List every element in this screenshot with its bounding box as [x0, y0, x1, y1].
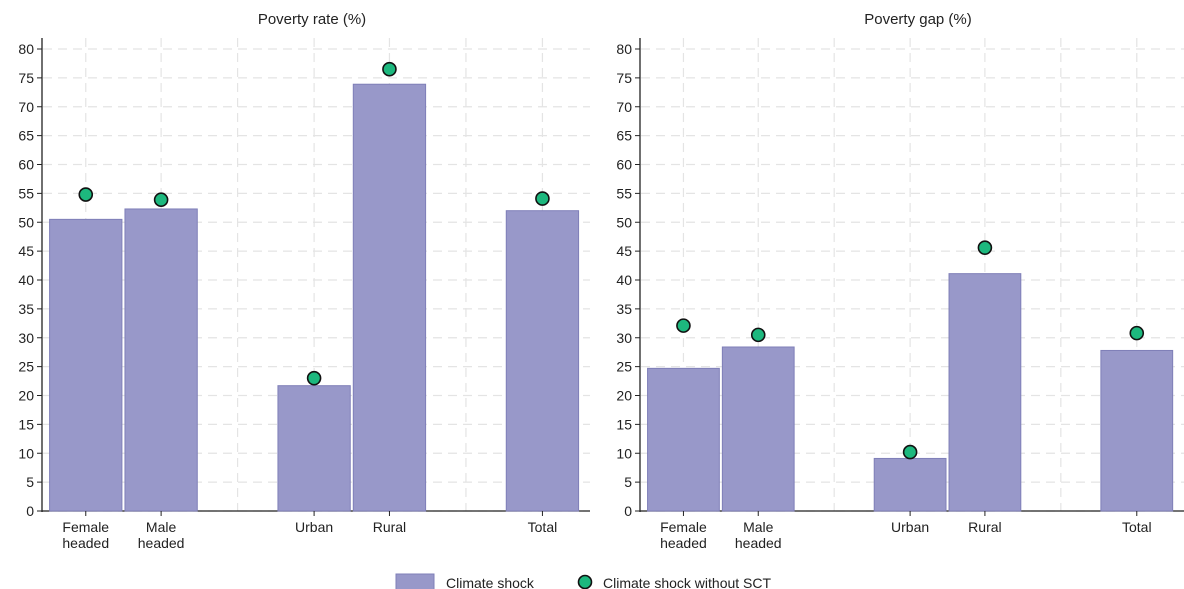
marker-1-1 [78, 187, 94, 202]
y-tick-label: 5 [624, 474, 632, 490]
x-tick-label: Male headed [138, 519, 185, 551]
y-tick-label: 60 [616, 157, 632, 173]
y-tick-label: 20 [18, 388, 34, 404]
bar-2-3 [873, 457, 947, 512]
y-tick-label: 45 [18, 243, 34, 259]
bar-2-5 [1100, 349, 1174, 512]
bar-2-1 [647, 367, 720, 512]
legend-label: Climate shock without SCT [603, 575, 772, 589]
x-tick-label: Female headed [660, 519, 707, 551]
y-tick-label: 5 [26, 474, 34, 490]
y-tick-label: 45 [616, 243, 632, 259]
marker-1-2 [153, 192, 169, 208]
y-tick-label: 80 [616, 41, 632, 57]
x-tick-label: Rural [968, 519, 1001, 535]
x-tick-label: Female headed [62, 519, 109, 551]
bar-2-4 [948, 273, 1022, 512]
marker-2-1 [676, 318, 691, 333]
y-tick-label: 35 [18, 301, 34, 317]
y-tick-label: 70 [616, 99, 632, 115]
x-tick-label: Total [1122, 519, 1152, 535]
y-tick-label: 65 [616, 128, 632, 144]
marker-2-3 [902, 444, 918, 460]
marker-2-5 [1129, 325, 1145, 341]
marker-1-5 [535, 191, 550, 206]
y-tick-label: 50 [616, 214, 632, 230]
bar-1-2 [124, 208, 198, 512]
y-tick-label: 20 [616, 388, 632, 404]
bar-1-1 [49, 218, 123, 512]
y-tick-label: 50 [18, 214, 34, 230]
y-tick-label: 65 [18, 128, 34, 144]
y-tick-label: 70 [18, 99, 34, 115]
chart-panel-2: 0 5 10 15 20 25 30 35 40 45 50 55 60 65 70 75 80 Female he… [616, 11, 1184, 551]
y-tick-label: 80 [18, 41, 34, 57]
panel-title: Poverty rate (%) [258, 11, 366, 28]
marker-2-4 [977, 240, 993, 255]
y-tick-label: 40 [616, 272, 632, 288]
y-tick-label: 75 [616, 70, 632, 86]
y-tick-label: 60 [18, 157, 34, 173]
y-tick-label: 35 [616, 301, 632, 317]
y-tick-label: 55 [616, 185, 632, 201]
x-tick-label: Total [528, 519, 558, 535]
bar-1-4 [352, 83, 427, 512]
y-tick-label: 75 [18, 70, 34, 86]
y-tick-label: 40 [18, 272, 34, 288]
y-tick-label: 30 [616, 330, 632, 346]
chart-panel-1: 0 5 10 15 20 25 30 35 40 45 50 55 60 65 70 75 80 Female he… [18, 11, 590, 551]
bar-2-2 [721, 346, 795, 512]
y-tick-label: 25 [616, 359, 632, 375]
x-tick-label: Male headed [735, 519, 782, 551]
y-tick-label: 10 [616, 445, 632, 461]
x-tick-label: Urban [891, 519, 929, 535]
legend-label: Climate shock [446, 575, 535, 589]
y-tick-label: 25 [18, 359, 34, 375]
bar-1-3 [277, 385, 351, 512]
legend-bar-swatch [395, 573, 435, 589]
y-tick-label: 55 [18, 185, 34, 201]
y-tick-label: 15 [616, 416, 632, 432]
legend-marker-swatch [577, 574, 593, 589]
y-tick-label: 0 [26, 503, 34, 519]
x-tick-label: Rural [373, 519, 406, 535]
marker-1-3 [306, 370, 322, 386]
y-tick-label: 30 [18, 330, 34, 346]
y-tick-label: 0 [624, 503, 632, 519]
panel-title: Poverty gap (%) [864, 11, 972, 28]
marker-1-4 [382, 61, 397, 77]
y-tick-label: 10 [18, 445, 34, 461]
legend: Climate shock Climate shock without SCT [395, 573, 772, 589]
bar-1-5 [505, 210, 580, 512]
x-tick-label: Urban [295, 519, 333, 535]
marker-2-2 [750, 327, 766, 343]
y-tick-label: 15 [18, 416, 34, 432]
